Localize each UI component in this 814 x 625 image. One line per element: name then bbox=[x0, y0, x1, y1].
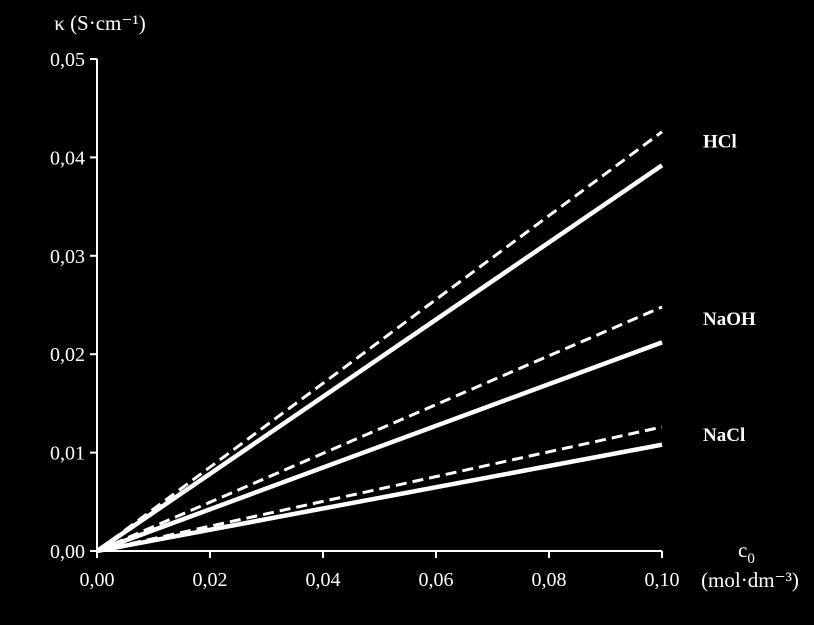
series-label-nacl: NaCl bbox=[703, 425, 745, 446]
x-axis-title: c0 bbox=[738, 538, 755, 567]
x-tick-label: 0,04 bbox=[306, 569, 341, 591]
series-line-nacl-dashed bbox=[96, 425, 663, 553]
y-tick-label: 0,01 bbox=[50, 443, 85, 465]
series-label-naoh: NaOH bbox=[703, 309, 756, 330]
x-tick-label: 0,10 bbox=[645, 569, 680, 591]
y-axis-title: κ (S·cm⁻¹) bbox=[54, 11, 146, 35]
axes: 0,00 0,01 0,02 0,03 0,04 0,05 0,00 0,02 0,04 0,06… bbox=[50, 49, 680, 591]
y-tick-label: 0,00 bbox=[50, 541, 85, 563]
series-line-hcl-solid bbox=[95, 163, 664, 553]
y-tick-label: 0,05 bbox=[50, 49, 85, 71]
x-tick-label: 0,00 bbox=[80, 569, 115, 591]
y-tick-label: 0,03 bbox=[50, 246, 85, 268]
series-line-naoh-solid bbox=[96, 340, 663, 554]
x-tick-label: 0,08 bbox=[532, 569, 567, 591]
y-tick-label: 0,02 bbox=[50, 344, 85, 366]
y-tick-label: 0,04 bbox=[50, 147, 85, 169]
series-lines bbox=[95, 130, 664, 554]
series-line-nacl-solid bbox=[96, 442, 663, 554]
x-tick-label: 0,06 bbox=[419, 569, 454, 591]
labels: κ (S·cm⁻¹) c0(mol·dm⁻³) HCl NaOH NaCl bbox=[54, 11, 799, 592]
x-axis-unit: (mol·dm⁻³) bbox=[701, 568, 799, 592]
series-label-hcl: HCl bbox=[703, 132, 737, 153]
series-line-hcl-dashed bbox=[96, 130, 663, 553]
series-line-naoh-dashed bbox=[96, 305, 663, 553]
x-tick-label: 0,02 bbox=[193, 569, 228, 591]
